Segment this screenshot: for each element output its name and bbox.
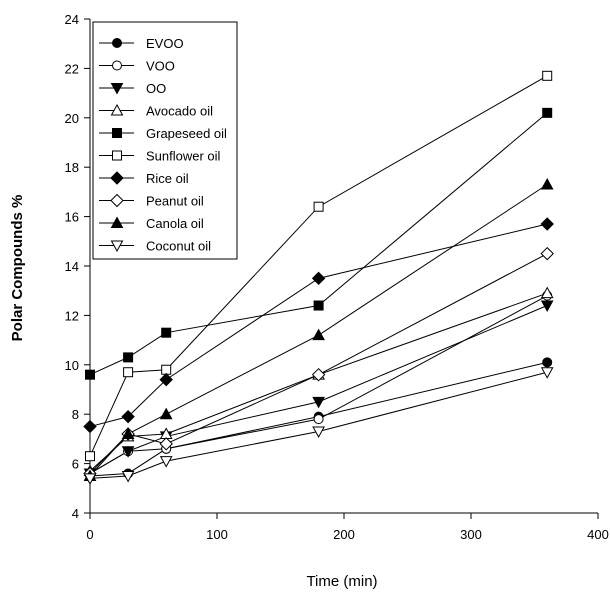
legend-marker	[110, 193, 124, 208]
data-point	[83, 473, 97, 485]
legend-item: Canola oil	[99, 216, 204, 231]
data-point	[540, 300, 554, 313]
legend-marker	[110, 171, 124, 185]
y-tick-label: 10	[65, 358, 79, 373]
y-tick-label: 4	[72, 506, 79, 521]
data-point	[313, 414, 324, 425]
series-line-4	[89, 292, 548, 472]
legend-item: VOO	[99, 59, 175, 74]
data-point	[542, 70, 553, 81]
data-point	[121, 427, 135, 439]
x-tick-label: 300	[460, 527, 482, 542]
legend-item: OO	[99, 81, 166, 96]
y-tick-label: 16	[65, 210, 79, 225]
series-markers-10	[83, 367, 554, 485]
legend-label: Rice oil	[146, 171, 189, 186]
data-point	[83, 419, 97, 434]
legend-marker	[112, 128, 122, 138]
data-point	[313, 300, 324, 311]
legend-label: Grapeseed oil	[146, 126, 227, 141]
y-tick-label: 18	[65, 160, 79, 175]
x-tick-label: 200	[333, 527, 355, 542]
data-point	[85, 451, 95, 462]
x-tick-label: 100	[206, 527, 228, 542]
legend-label: Peanut oil	[146, 194, 204, 209]
data-point	[159, 437, 173, 451]
legend: EVOO VOO OO Avocado oil Grapeseed oil Sunflow…	[92, 21, 238, 260]
data-point	[121, 409, 135, 424]
y-tick-label: 6	[72, 457, 79, 472]
legend-label: EVOO	[146, 36, 184, 51]
series-line-8	[89, 253, 548, 474]
x-axis-title: Time (min)	[306, 573, 377, 590]
data-point	[540, 217, 554, 231]
legend-item: Rice oil	[99, 171, 189, 186]
series-markers-7	[83, 217, 554, 434]
legend-marker	[110, 216, 124, 228]
series-line-10	[89, 371, 548, 479]
y-axis-title: Polar Compounds %	[9, 195, 26, 342]
legend-marker	[112, 150, 122, 161]
legend-item: Peanut oil	[99, 194, 204, 209]
data-point	[159, 456, 173, 468]
series-markers-3	[83, 300, 554, 481]
legend-label: VOO	[146, 59, 175, 74]
y-tick-label: 14	[65, 259, 79, 274]
series-markers-5	[85, 107, 553, 380]
data-point	[312, 328, 325, 341]
legend-item: Coconut oil	[99, 239, 211, 254]
data-point	[313, 201, 324, 212]
x-tick-label: 400	[587, 527, 609, 542]
data-point	[312, 396, 325, 409]
legend-label: Avocado oil	[146, 104, 213, 119]
y-tick-label: 24	[65, 12, 79, 27]
legend-marker	[112, 60, 122, 71]
legend-item: EVOO	[99, 36, 184, 51]
data-point	[542, 107, 553, 118]
data-point	[123, 367, 134, 378]
legend-label: Coconut oil	[146, 239, 211, 254]
data-point	[542, 357, 553, 368]
data-point	[540, 177, 554, 190]
y-tick-label: 12	[65, 308, 79, 323]
data-point	[123, 352, 134, 363]
legend-item: Avocado oil	[99, 104, 213, 119]
legend-label: OO	[146, 81, 166, 96]
data-point	[540, 286, 554, 299]
legend-item: Grapeseed oil	[99, 126, 227, 141]
data-point	[121, 470, 135, 483]
y-tick-label: 20	[65, 111, 79, 126]
y-tick-label: 22	[65, 61, 79, 76]
data-point	[85, 369, 95, 380]
data-point	[312, 426, 325, 439]
data-point	[159, 407, 173, 420]
data-point	[159, 372, 173, 387]
legend-marker	[110, 240, 124, 253]
legend-label: Sunflower oil	[146, 149, 221, 164]
legend-marker	[110, 83, 124, 95]
series-markers-6	[85, 70, 553, 462]
axes: 4 6 8 10 12 14 16 18 20 22 24 0 100 200 300 400	[65, 12, 609, 542]
legend-label: Canola oil	[146, 216, 204, 231]
x-tick-label: 0	[86, 527, 93, 542]
data-point	[311, 367, 326, 382]
data-point	[540, 367, 554, 379]
data-point	[121, 446, 135, 458]
series-layer	[83, 70, 554, 485]
legend-item: Sunflower oil	[99, 149, 221, 164]
series-line-2	[89, 295, 548, 474]
data-point	[311, 271, 326, 286]
data-point	[161, 364, 172, 375]
y-tick-label: 8	[72, 407, 79, 422]
legend-marker	[112, 38, 122, 48]
legend-marker	[110, 103, 124, 116]
data-point	[161, 327, 172, 338]
data-point	[540, 246, 554, 261]
